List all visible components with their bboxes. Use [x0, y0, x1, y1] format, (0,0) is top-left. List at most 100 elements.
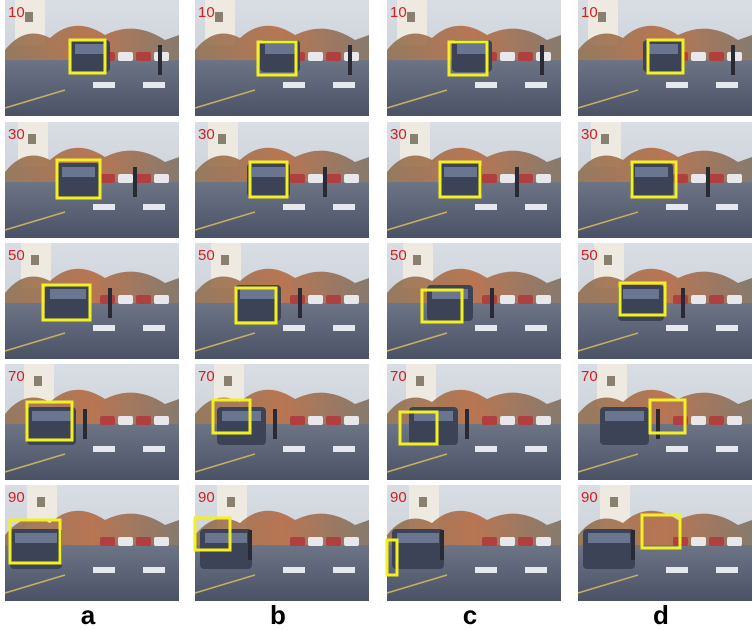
- crosswalk: [93, 446, 115, 452]
- crosswalk: [475, 325, 497, 331]
- parked-car: [154, 295, 169, 304]
- parked-car: [326, 174, 341, 183]
- column-label: d: [653, 600, 669, 630]
- frame-number: 30: [581, 126, 598, 143]
- parked-car: [344, 537, 359, 546]
- frame-number: 50: [581, 247, 598, 264]
- building-window: [25, 12, 33, 22]
- crosswalk: [333, 204, 355, 210]
- parked-car: [709, 416, 724, 425]
- parked-car: [691, 537, 706, 546]
- crosswalk: [93, 325, 115, 331]
- parked-car: [100, 174, 115, 183]
- parked-car: [118, 295, 133, 304]
- frame-number: 10: [198, 4, 215, 21]
- video-frame: 90: [387, 485, 561, 601]
- parked-car: [482, 537, 497, 546]
- video-frame: 50: [387, 243, 561, 359]
- column-label: a: [81, 600, 96, 630]
- crosswalk: [283, 446, 305, 452]
- video-frame: 10: [195, 0, 369, 116]
- parked-car: [290, 295, 305, 304]
- crosswalk: [143, 567, 165, 573]
- parked-car: [673, 295, 688, 304]
- parked-car: [482, 416, 497, 425]
- video-frame: 50: [195, 243, 369, 359]
- building-window: [31, 255, 39, 265]
- parked-car: [500, 295, 515, 304]
- car-window: [62, 167, 95, 177]
- parked-car: [500, 416, 515, 425]
- crosswalk: [333, 567, 355, 573]
- parked-car: [290, 174, 305, 183]
- building-window: [419, 497, 427, 507]
- video-frame: 90: [195, 485, 369, 601]
- frame-number: 90: [390, 489, 407, 506]
- crosswalk: [716, 446, 738, 452]
- parked-car: [136, 174, 151, 183]
- parked-car: [482, 174, 497, 183]
- parked-car: [100, 416, 115, 425]
- parked-car: [344, 174, 359, 183]
- video-frame: 90: [578, 485, 752, 601]
- car-window: [605, 411, 644, 421]
- frame-number: 90: [581, 489, 598, 506]
- crosswalk: [716, 325, 738, 331]
- car-window: [623, 289, 659, 299]
- car-window: [588, 533, 630, 543]
- crosswalk: [666, 204, 688, 210]
- video-frame: 70: [578, 364, 752, 480]
- parked-car: [118, 52, 133, 61]
- crosswalk: [283, 325, 305, 331]
- parked-car: [136, 537, 151, 546]
- parked-car: [536, 295, 551, 304]
- parked-car: [308, 174, 323, 183]
- video-frame: 90: [5, 485, 179, 601]
- frame-number: 10: [390, 4, 407, 21]
- parked-car: [326, 537, 341, 546]
- video-frame: 70: [5, 364, 179, 480]
- parked-car: [536, 174, 551, 183]
- parked-car: [290, 537, 305, 546]
- crosswalk: [333, 446, 355, 452]
- column-label: b: [270, 600, 286, 630]
- parked-car: [136, 52, 151, 61]
- parked-car: [727, 174, 742, 183]
- video-frame: 30: [387, 122, 561, 238]
- frame-number: 90: [8, 489, 25, 506]
- car-window: [32, 411, 71, 421]
- crosswalk: [666, 325, 688, 331]
- crosswalk: [283, 204, 305, 210]
- car-window: [15, 533, 57, 543]
- crosswalk: [716, 204, 738, 210]
- building-window: [224, 376, 232, 386]
- parked-car: [100, 537, 115, 546]
- car-window: [397, 533, 439, 543]
- parked-car: [326, 416, 341, 425]
- frame-number: 50: [8, 247, 25, 264]
- parked-car: [691, 52, 706, 61]
- frame-number: 50: [198, 247, 215, 264]
- building-window: [610, 497, 618, 507]
- parked-car: [154, 537, 169, 546]
- video-frame: 30: [578, 122, 752, 238]
- crosswalk: [143, 82, 165, 88]
- crosswalk: [283, 82, 305, 88]
- crosswalk: [283, 567, 305, 573]
- crosswalk: [333, 82, 355, 88]
- car-window: [222, 411, 261, 421]
- parked-car: [500, 174, 515, 183]
- car-window: [265, 44, 295, 54]
- parked-car: [290, 416, 305, 425]
- figure: 1010101030303030505050507070707090909090…: [0, 0, 754, 630]
- building-window: [227, 497, 235, 507]
- car-window: [635, 167, 668, 177]
- frame-number: 70: [581, 368, 598, 385]
- video-frame: 70: [387, 364, 561, 480]
- parked-car: [727, 295, 742, 304]
- crosswalk: [525, 204, 547, 210]
- building-window: [34, 376, 42, 386]
- crosswalk: [93, 567, 115, 573]
- frame-number: 30: [8, 126, 25, 143]
- crosswalk: [475, 82, 497, 88]
